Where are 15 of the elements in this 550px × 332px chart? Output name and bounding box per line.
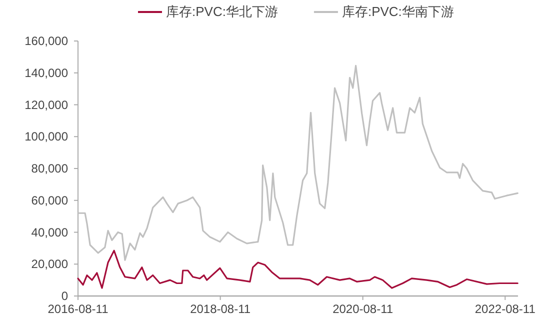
- xtick: 2020-08-11: [332, 302, 394, 316]
- ytick: 160,000: [24, 34, 68, 48]
- xtick: 2016-08-11: [48, 302, 108, 316]
- ytick: 60,000: [31, 193, 68, 208]
- ytick: 140,000: [24, 66, 68, 80]
- ytick: 80,000: [31, 162, 68, 176]
- xtick: 2018-08-11: [190, 302, 251, 316]
- ytick: 0: [61, 289, 68, 303]
- ytick: 100,000: [24, 130, 68, 144]
- legend-item: 库存:PVC:华南下游: [342, 4, 454, 19]
- ytick: 120,000: [24, 98, 68, 112]
- xtick: 2022-08-11: [474, 302, 536, 316]
- ytick: 20,000: [31, 257, 68, 272]
- ytick: 40,000: [31, 225, 68, 240]
- legend-item: 库存:PVC:华北下游: [166, 4, 278, 19]
